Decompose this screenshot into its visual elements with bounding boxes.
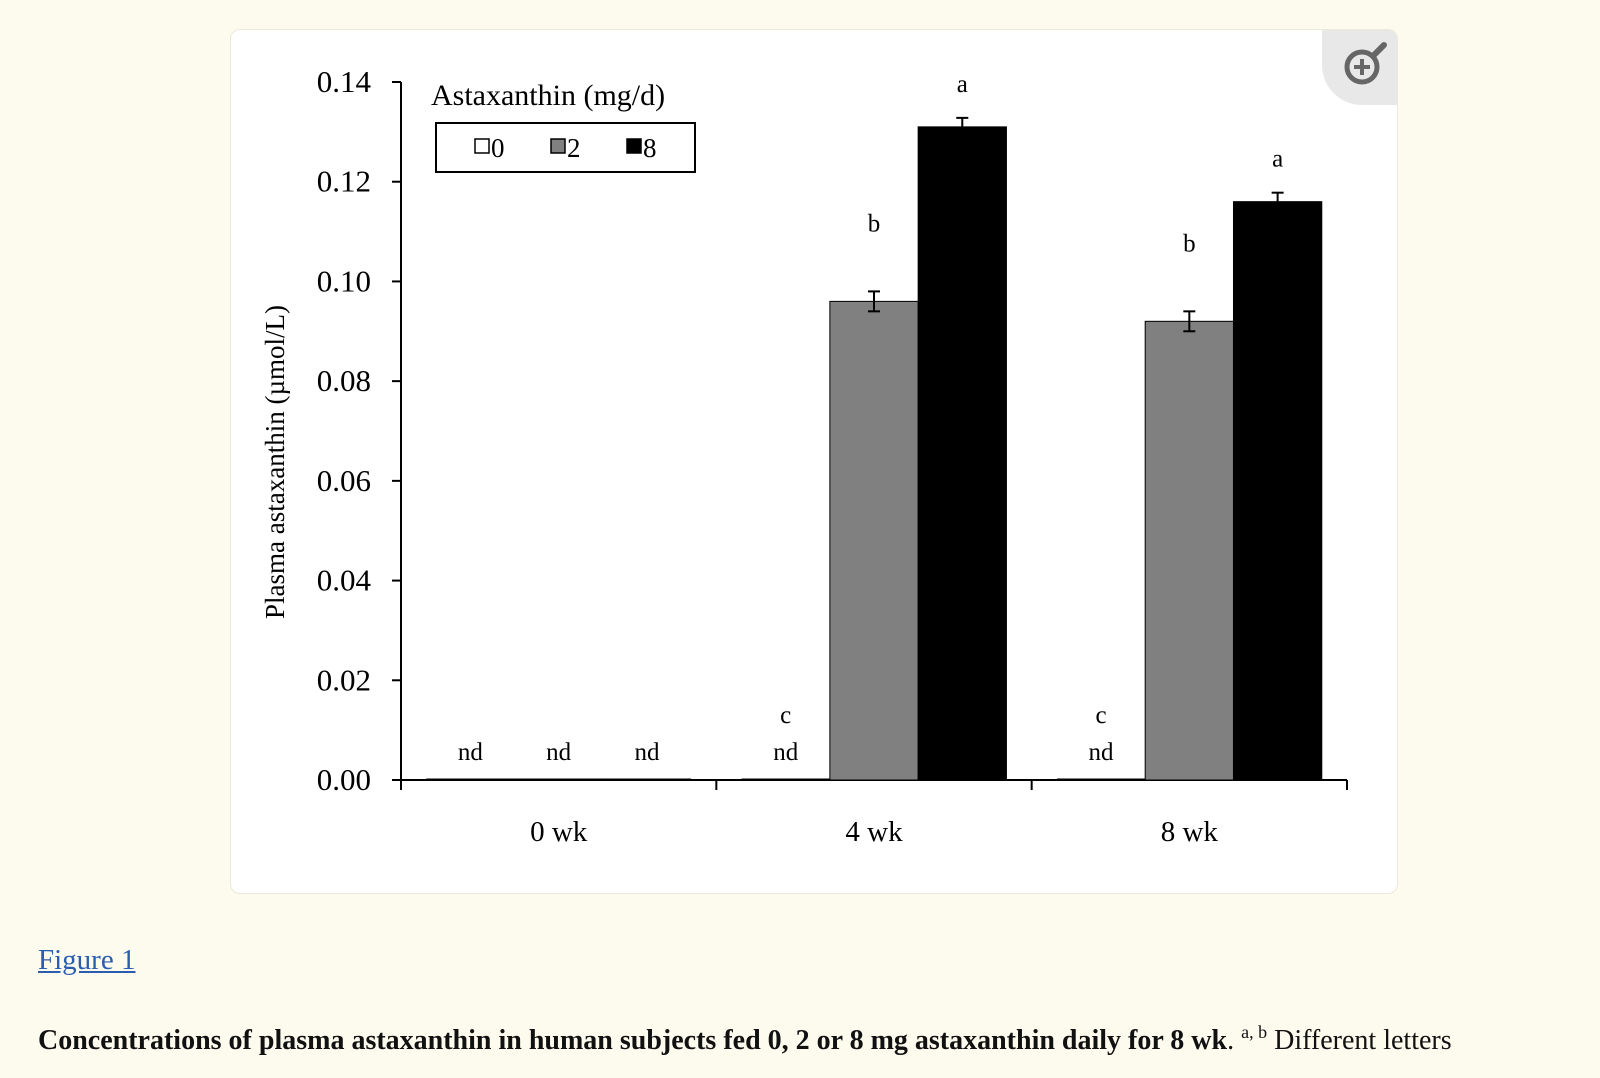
legend-box: [435, 122, 696, 173]
significance-letter: b: [868, 210, 881, 237]
legend-label: 0: [491, 133, 505, 163]
bar: [917, 126, 1007, 781]
significance-letter: a: [1272, 146, 1283, 173]
axes: 0.00 0.02 0.04 0.06 0.08 0.10 0.12 0.14 0 wk 4 wk…: [317, 64, 1348, 848]
data-label: nd: [634, 739, 660, 766]
figure-link[interactable]: Figure 1: [38, 944, 136, 976]
bar: [1144, 320, 1234, 781]
legend-swatch: [626, 138, 642, 154]
y-tick-label: 0.12: [317, 164, 371, 199]
zoom-in-icon: [1344, 42, 1387, 85]
legend-label: 8: [643, 133, 657, 163]
legend-swatch: [474, 138, 490, 154]
y-tick-label: 0.14: [317, 64, 372, 99]
caption-title: Concentrations of plasma astaxanthin in …: [38, 1025, 1228, 1056]
data-label: nd: [458, 739, 484, 766]
caption-superscript: a, b: [1241, 1022, 1268, 1042]
significance-letter: c: [780, 702, 791, 729]
data-label: nd: [773, 739, 799, 766]
zoom-button[interactable]: [1322, 30, 1397, 105]
y-tick-label: 0.10: [317, 263, 371, 298]
figure-panel: 0.00 0.02 0.04 0.06 0.08 0.10 0.12 0.14 0 wk 4 wk…: [230, 29, 1398, 894]
x-category-label: 8 wk: [1161, 816, 1219, 848]
legend-title: Astaxanthin (mg/d): [431, 79, 665, 112]
legend: Astaxanthin (mg/d) 0 2 8: [431, 79, 696, 173]
bar: [829, 300, 919, 781]
y-tick-label: 0.04: [317, 563, 372, 598]
legend-label: 2: [567, 133, 581, 163]
significance-letter: a: [957, 71, 968, 98]
y-tick-label: 0.02: [317, 662, 371, 697]
y-tick-label: 0.06: [317, 463, 371, 498]
legend-swatch: [550, 138, 566, 154]
x-category-label: 4 wk: [845, 816, 903, 848]
caption-period: .: [1227, 1025, 1235, 1056]
bar: [1232, 201, 1323, 781]
figure-caption: Concentrations of plasma astaxanthin in …: [38, 1022, 1452, 1057]
bars: [426, 116, 1323, 781]
y-tick-label: 0.08: [317, 363, 371, 398]
bar-chart: 0.00 0.02 0.04 0.06 0.08 0.10 0.12 0.14 0 wk 4 wk…: [260, 64, 1348, 848]
significance-letter: b: [1183, 230, 1196, 257]
y-tick-label: 0.00: [317, 762, 371, 797]
labels: nd nd c nd c nd b b nd a a: [458, 71, 1283, 766]
caption-text: Different letters: [1267, 1025, 1452, 1056]
significance-letter: c: [1095, 702, 1106, 729]
y-axis-title: Plasma astaxanthin (µmol/L): [260, 305, 290, 619]
data-label: nd: [546, 739, 572, 766]
x-category-label: 0 wk: [530, 816, 588, 848]
data-label: nd: [1089, 739, 1115, 766]
